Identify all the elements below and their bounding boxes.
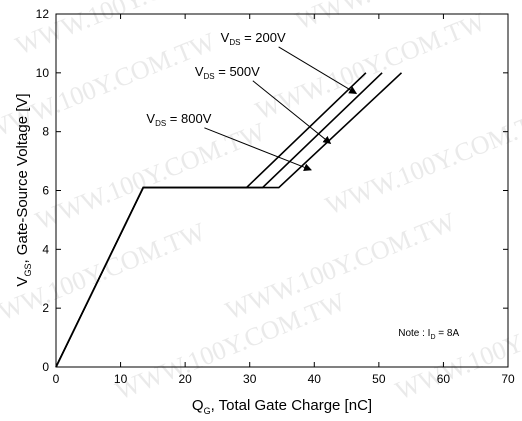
annotation-arrow-0	[278, 46, 358, 94]
series-label-0: VDS = 200V	[221, 30, 286, 47]
x-tick-label: 40	[308, 372, 322, 386]
y-axis-label-main: V	[14, 277, 31, 287]
series-label-sub: DS	[155, 119, 166, 128]
y-tick-label: 0	[42, 360, 49, 374]
series-label-main: V	[146, 111, 155, 126]
series-label-sub: DS	[204, 72, 215, 81]
series-lines	[55, 72, 403, 368]
series-label-main: V	[195, 64, 204, 79]
series-label-sub: DS	[229, 38, 240, 47]
series-label-main: V	[221, 30, 230, 45]
x-tick-label: 70	[501, 372, 515, 386]
watermark-text: WWW.100Y.COM.TW	[251, 7, 489, 126]
x-tick-label: 20	[178, 372, 192, 386]
series-label-rest: = 200V	[240, 30, 286, 45]
series-label-rest: = 800V	[166, 111, 212, 126]
x-axis-label-sub: G	[204, 406, 211, 416]
x-tick-label: 0	[53, 372, 60, 386]
watermark-text: WWW.100Y.COM.TW	[391, 287, 522, 406]
y-axis-label-sub: GS	[23, 264, 33, 277]
series-label-2: VDS = 800V	[146, 111, 211, 128]
test-condition-note: Note : ID = 8A	[398, 328, 459, 341]
y-axis-label: VGS, Gate-Source Voltage [V]	[14, 93, 33, 286]
note-sub: D	[430, 334, 435, 341]
y-tick-label: 12	[36, 7, 50, 21]
y-tick-label: 8	[42, 125, 49, 139]
x-tick-label: 60	[437, 372, 451, 386]
series-label-1: VDS = 500V	[195, 64, 260, 81]
annotation-arrow-2	[204, 127, 312, 172]
y-axis-label-rest: , Gate-Source Voltage [V]	[14, 93, 31, 263]
note-rest: = 8A	[436, 328, 460, 339]
x-tick-label: 10	[114, 372, 128, 386]
x-tick-label: 50	[372, 372, 386, 386]
y-tick-label: 6	[42, 184, 49, 198]
series-line-2	[55, 72, 403, 368]
x-axis-label-main: Q	[192, 397, 204, 414]
note-prefix: Note : I	[398, 328, 430, 339]
y-tick-label: 10	[36, 66, 50, 80]
y-tick-label: 2	[42, 301, 49, 315]
axis-ticks: 0 10 20 30 40 50 60 70 0 2 4 6 8 10 12	[36, 7, 515, 386]
series-label-rest: = 500V	[215, 64, 261, 79]
annotation-arrow-1	[252, 80, 332, 145]
x-axis-label-rest: , Total Gate Charge [nC]	[211, 397, 372, 414]
x-axis-label: QG, Total Gate Charge [nC]	[192, 397, 372, 416]
y-tick-label: 4	[42, 242, 49, 256]
watermark-text: WWW.100Y.COM.TW	[31, 117, 269, 236]
x-tick-label: 30	[243, 372, 257, 386]
